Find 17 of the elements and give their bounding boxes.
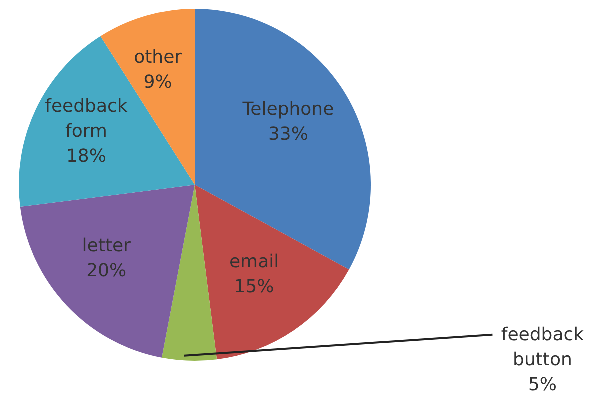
data-label: 18%	[66, 146, 106, 167]
data-label: 15%	[234, 276, 274, 298]
pie-slice	[162, 185, 218, 361]
data-label: 5%	[528, 374, 557, 396]
slice-label: feedback button	[501, 324, 585, 370]
pie-slice	[19, 36, 195, 208]
slice-label: other	[134, 47, 183, 68]
data-label: 9%	[144, 72, 172, 94]
data-label: 20%	[86, 260, 127, 282]
slice-label: feedback form	[45, 96, 128, 142]
slice-label: letter	[82, 235, 132, 256]
slice-label: Telephone	[242, 98, 334, 120]
slice-label: email	[229, 252, 280, 273]
pie-slice	[195, 185, 350, 360]
data-label: 33%	[268, 124, 308, 145]
pie-slice	[20, 185, 195, 358]
pie-slice	[195, 9, 371, 270]
